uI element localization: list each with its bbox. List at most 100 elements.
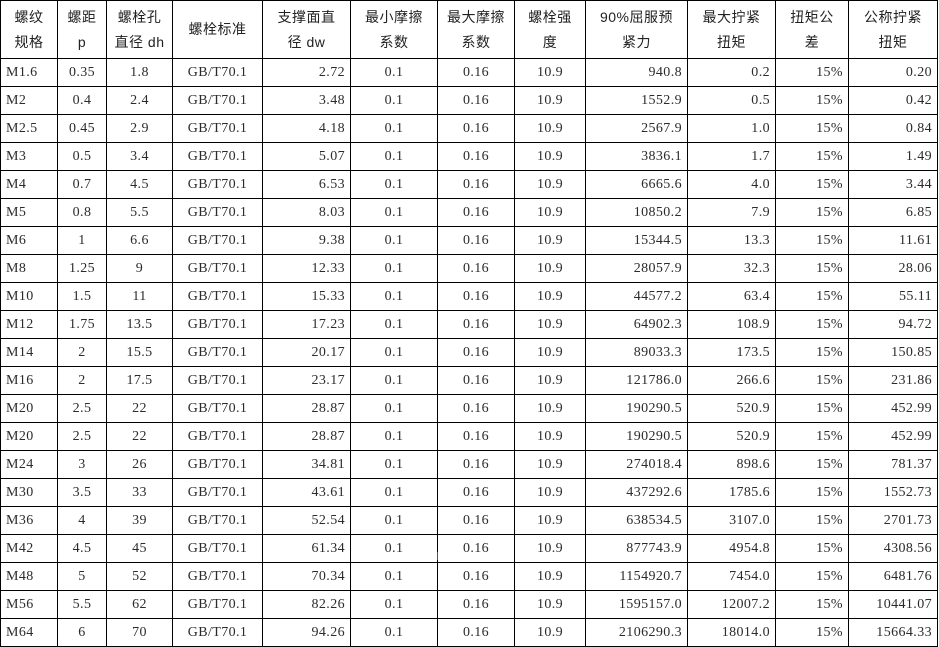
- cell-bolt_grade: 10.9: [514, 170, 586, 199]
- cell-preload_90_yield: 638534.5: [585, 506, 688, 535]
- cell-friction_max: 0.16: [437, 114, 515, 143]
- cell-torque_tolerance: 15%: [775, 366, 849, 395]
- cell-friction_min: 0.1: [350, 394, 438, 423]
- cell-bearing_diameter: 4.18: [262, 114, 351, 143]
- cell-thread_spec: M20: [0, 422, 58, 451]
- cell-torque_tolerance: 15%: [775, 226, 849, 255]
- table-row: M8 1.25 9 GB/T70.1 12.33 0.1 0.16 10.9 28057.9 32…: [0, 254, 938, 283]
- cell-nominal_torque: 231.86: [848, 366, 938, 395]
- cell-friction_max: 0.16: [437, 422, 515, 451]
- cell-max_torque: 63.4: [687, 282, 776, 311]
- cell-hole_diameter: 6.6: [106, 226, 173, 255]
- cell-bolt_standard: GB/T70.1: [172, 226, 263, 255]
- cell-pitch: 0.45: [57, 114, 107, 143]
- cell-friction_min: 0.1: [350, 198, 438, 227]
- cell-friction_min: 0.1: [350, 478, 438, 507]
- cell-torque_tolerance: 15%: [775, 618, 849, 647]
- cell-bolt_grade: 10.9: [514, 86, 586, 115]
- cell-max_torque: 520.9: [687, 422, 776, 451]
- cell-nominal_torque: 1552.73: [848, 478, 938, 507]
- cell-bolt_standard: GB/T70.1: [172, 422, 263, 451]
- cell-max_torque: 4.0: [687, 170, 776, 199]
- cell-pitch: 0.4: [57, 86, 107, 115]
- cell-bearing_diameter: 17.23: [262, 310, 351, 339]
- cell-pitch: 0.8: [57, 198, 107, 227]
- cell-bearing_diameter: 8.03: [262, 198, 351, 227]
- cell-hole_diameter: 17.5: [106, 366, 173, 395]
- cell-pitch: 4: [57, 506, 107, 535]
- cell-nominal_torque: 0.20: [848, 58, 938, 87]
- cell-pitch: 0.7: [57, 170, 107, 199]
- cell-thread_spec: M14: [0, 338, 58, 367]
- cell-thread_spec: M42: [0, 534, 58, 563]
- cell-bolt_grade: 10.9: [514, 282, 586, 311]
- column-header-bolt_standard: 螺栓标准: [172, 0, 263, 59]
- cell-preload_90_yield: 190290.5: [585, 394, 688, 423]
- cell-friction_max: 0.16: [437, 310, 515, 339]
- column-header-line: 差: [804, 33, 820, 50]
- cell-nominal_torque: 0.84: [848, 114, 938, 143]
- cell-bolt_grade: 10.9: [514, 58, 586, 87]
- cell-friction_max: 0.16: [437, 282, 515, 311]
- cell-friction_min: 0.1: [350, 562, 438, 591]
- cell-thread_spec: M4: [0, 170, 58, 199]
- cell-nominal_torque: 6481.76: [848, 562, 938, 591]
- column-header-pitch: 螺距 p: [57, 0, 107, 59]
- cell-bolt_standard: GB/T70.1: [172, 534, 263, 563]
- cell-bolt_grade: 10.9: [514, 478, 586, 507]
- cell-nominal_torque: 452.99: [848, 422, 938, 451]
- cell-friction_min: 0.1: [350, 170, 438, 199]
- cell-thread_spec: M30: [0, 478, 58, 507]
- cell-friction_max: 0.16: [437, 590, 515, 619]
- table-row: M20 2.5 22 GB/T70.1 28.87 0.1 0.16 10.9 190290.5…: [0, 422, 938, 451]
- cell-bolt_grade: 10.9: [514, 506, 586, 535]
- cell-friction_min: 0.1: [350, 450, 438, 479]
- column-header-max_torque: 最大拧紧 扭矩: [687, 0, 776, 59]
- cell-preload_90_yield: 1154920.7: [585, 562, 688, 591]
- cell-nominal_torque: 150.85: [848, 338, 938, 367]
- cell-bolt_grade: 10.9: [514, 450, 586, 479]
- cell-thread_spec: M20: [0, 394, 58, 423]
- cell-preload_90_yield: 2106290.3: [585, 618, 688, 647]
- column-header-nominal_torque: 公称拧紧 扭矩: [848, 0, 938, 59]
- cell-nominal_torque: 781.37: [848, 450, 938, 479]
- cell-friction_min: 0.1: [350, 282, 438, 311]
- table-row: M56 5.5 62 GB/T70.1 82.26 0.1 0.16 10.9 1595157.…: [0, 590, 938, 619]
- column-header-line: p: [77, 33, 87, 50]
- cell-bearing_diameter: 82.26: [262, 590, 351, 619]
- cell-nominal_torque: 10441.07: [848, 590, 938, 619]
- cell-nominal_torque: 1.49: [848, 142, 938, 171]
- cell-torque_tolerance: 15%: [775, 114, 849, 143]
- cell-max_torque: 108.9: [687, 310, 776, 339]
- cell-torque_tolerance: 15%: [775, 86, 849, 115]
- cell-max_torque: 1785.6: [687, 478, 776, 507]
- cell-pitch: 1: [57, 226, 107, 255]
- cell-bearing_diameter: 9.38: [262, 226, 351, 255]
- cell-friction_min: 0.1: [350, 254, 438, 283]
- column-header-line: 最大拧紧: [702, 8, 761, 25]
- cell-torque_tolerance: 15%: [775, 534, 849, 563]
- cell-nominal_torque: 6.85: [848, 198, 938, 227]
- cell-bolt_grade: 10.9: [514, 142, 586, 171]
- cell-thread_spec: M5: [0, 198, 58, 227]
- cell-bearing_diameter: 34.81: [262, 450, 351, 479]
- column-header-line: 支撑面直: [277, 8, 336, 25]
- cell-max_torque: 266.6: [687, 366, 776, 395]
- cell-hole_diameter: 9: [106, 254, 173, 283]
- cell-preload_90_yield: 2567.9: [585, 114, 688, 143]
- table-header-row: 螺纹 规格 螺距 p 螺栓孔 直径 dh 螺栓标准 支撑面直径 dw 最小摩擦 系数 最大摩擦 系数螺…: [0, 0, 938, 59]
- cell-pitch: 0.5: [57, 142, 107, 171]
- cell-thread_spec: M48: [0, 562, 58, 591]
- cell-friction_max: 0.16: [437, 170, 515, 199]
- cell-friction_min: 0.1: [350, 310, 438, 339]
- cell-bolt_grade: 10.9: [514, 310, 586, 339]
- cell-pitch: 1.25: [57, 254, 107, 283]
- table-row: M20 2.5 22 GB/T70.1 28.87 0.1 0.16 10.9 190290.5…: [0, 394, 938, 423]
- cell-nominal_torque: 15664.33: [848, 618, 938, 647]
- cell-friction_max: 0.16: [437, 478, 515, 507]
- cell-bolt_standard: GB/T70.1: [172, 478, 263, 507]
- cell-hole_diameter: 2.9: [106, 114, 173, 143]
- cell-bolt_grade: 10.9: [514, 114, 586, 143]
- cell-pitch: 2.5: [57, 394, 107, 423]
